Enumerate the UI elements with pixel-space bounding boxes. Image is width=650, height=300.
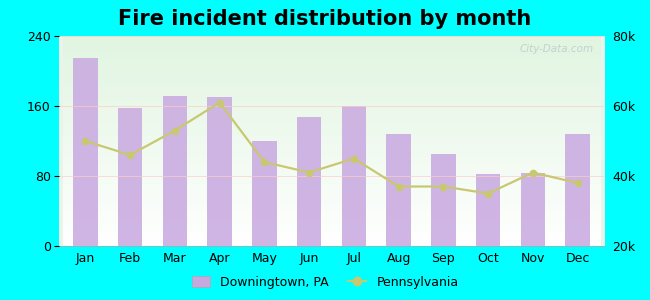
Bar xyxy=(566,134,590,246)
Bar xyxy=(118,108,142,246)
Text: Fire incident distribution by month: Fire incident distribution by month xyxy=(118,9,532,29)
Bar xyxy=(521,173,545,246)
Legend: Downingtown, PA, Pennsylvania: Downingtown, PA, Pennsylvania xyxy=(187,271,463,294)
Bar xyxy=(297,116,322,246)
Bar xyxy=(476,174,501,246)
Text: City-Data.com: City-Data.com xyxy=(519,44,593,54)
Bar xyxy=(207,97,232,246)
Bar xyxy=(162,95,187,246)
Bar xyxy=(386,134,411,246)
Bar xyxy=(252,141,277,246)
Bar xyxy=(431,154,456,246)
Bar xyxy=(73,58,98,246)
Bar xyxy=(341,106,366,246)
